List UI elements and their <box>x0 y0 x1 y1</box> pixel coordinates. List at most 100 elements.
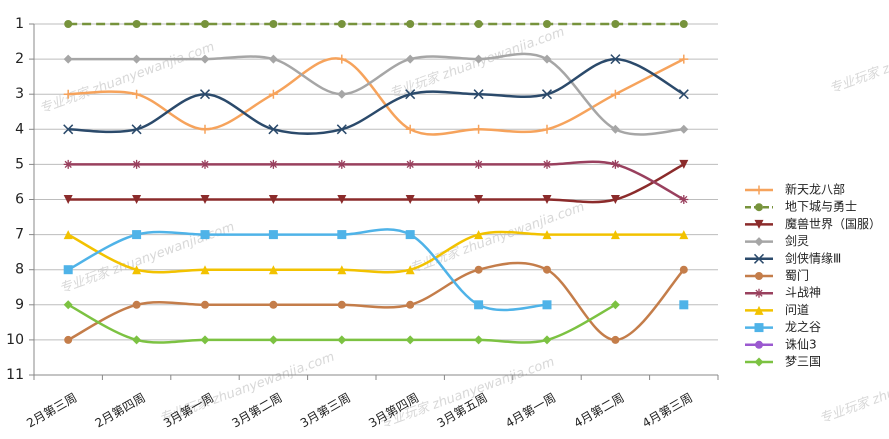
y-tick-label: 4 <box>15 121 24 137</box>
marker <box>474 20 483 28</box>
legend-label: 地下城与勇士 <box>785 200 857 214</box>
marker <box>754 185 764 195</box>
marker <box>755 203 763 212</box>
marker <box>474 230 484 240</box>
legend-label: 魔兽世界（国服） <box>785 216 881 231</box>
marker <box>405 124 415 134</box>
marker <box>754 305 764 315</box>
marker <box>200 335 210 345</box>
y-tick-label: 10 <box>6 332 24 348</box>
marker <box>131 124 142 135</box>
marker <box>268 265 278 275</box>
y-tick-label: 3 <box>15 86 24 102</box>
marker <box>63 89 73 99</box>
marker <box>754 237 764 247</box>
x-tick-label: 4月第二周 <box>571 391 626 431</box>
marker <box>336 124 347 135</box>
marker <box>64 335 73 344</box>
line <box>68 163 685 204</box>
watermark: 专业玩家 zhuanyewanjia.com <box>57 219 237 297</box>
y-tick-label: 1 <box>15 16 24 32</box>
marker <box>405 159 415 169</box>
marker <box>201 300 209 309</box>
line <box>67 228 548 312</box>
marker <box>132 335 142 345</box>
y-tick-label: 6 <box>15 192 24 208</box>
marker <box>132 230 142 240</box>
marker <box>679 124 689 134</box>
marker <box>679 300 689 310</box>
marker <box>268 335 278 345</box>
y-tick-label: 5 <box>15 156 24 172</box>
marker <box>337 54 347 64</box>
marker <box>269 300 278 309</box>
marker <box>337 195 347 204</box>
marker <box>200 124 210 134</box>
x-tick-label: 3月第三周 <box>298 391 353 431</box>
y-tick-label: 9 <box>15 297 24 313</box>
marker <box>610 195 620 204</box>
marker <box>132 159 142 169</box>
marker <box>754 323 764 333</box>
y-tick-label: 8 <box>15 262 24 278</box>
marker <box>543 20 551 28</box>
marker <box>474 124 484 134</box>
marker <box>543 265 551 274</box>
marker <box>268 159 278 169</box>
marker <box>63 195 73 204</box>
marker <box>610 124 620 134</box>
marker <box>678 89 689 100</box>
marker <box>541 89 553 100</box>
line <box>67 261 685 342</box>
series <box>63 52 689 136</box>
watermark: 专业玩家 zhuanyewanjia.com <box>817 349 889 427</box>
marker <box>201 20 209 28</box>
marker <box>405 265 415 275</box>
legend-label: 问道 <box>785 303 809 317</box>
marker <box>474 335 484 345</box>
y-tick-label: 7 <box>15 227 24 243</box>
marker <box>132 265 142 275</box>
marker <box>200 230 210 240</box>
marker <box>610 300 620 310</box>
marker <box>610 159 620 169</box>
line <box>68 52 684 136</box>
marker <box>753 253 765 264</box>
series <box>63 159 689 204</box>
series <box>64 20 688 28</box>
line <box>68 160 685 201</box>
marker <box>611 20 620 28</box>
marker <box>337 265 347 275</box>
y-tick-label: 2 <box>15 51 24 67</box>
marker <box>337 300 346 309</box>
line <box>68 57 685 135</box>
watermark: 专业玩家 zhuanyewanjia.com <box>377 354 557 432</box>
marker <box>474 54 484 64</box>
marker <box>679 265 688 274</box>
marker <box>63 124 74 135</box>
marker <box>542 230 552 240</box>
marker <box>406 300 415 309</box>
marker <box>610 54 621 65</box>
marker <box>63 159 73 169</box>
marker <box>755 272 763 280</box>
marker <box>337 89 347 99</box>
marker <box>63 300 73 310</box>
marker <box>268 195 278 204</box>
marker <box>679 159 689 169</box>
legend-label: 龙之谷 <box>785 320 821 334</box>
marker <box>132 54 142 64</box>
marker <box>406 20 415 28</box>
marker <box>337 335 347 345</box>
legend-label: 剑侠情缘Ⅲ <box>785 250 841 265</box>
marker <box>200 195 210 204</box>
marker <box>337 230 347 240</box>
marker <box>679 54 689 64</box>
marker <box>405 335 415 345</box>
marker <box>200 159 210 169</box>
marker <box>679 20 688 28</box>
marker <box>542 335 552 345</box>
marker <box>754 288 764 298</box>
marker <box>132 300 141 309</box>
